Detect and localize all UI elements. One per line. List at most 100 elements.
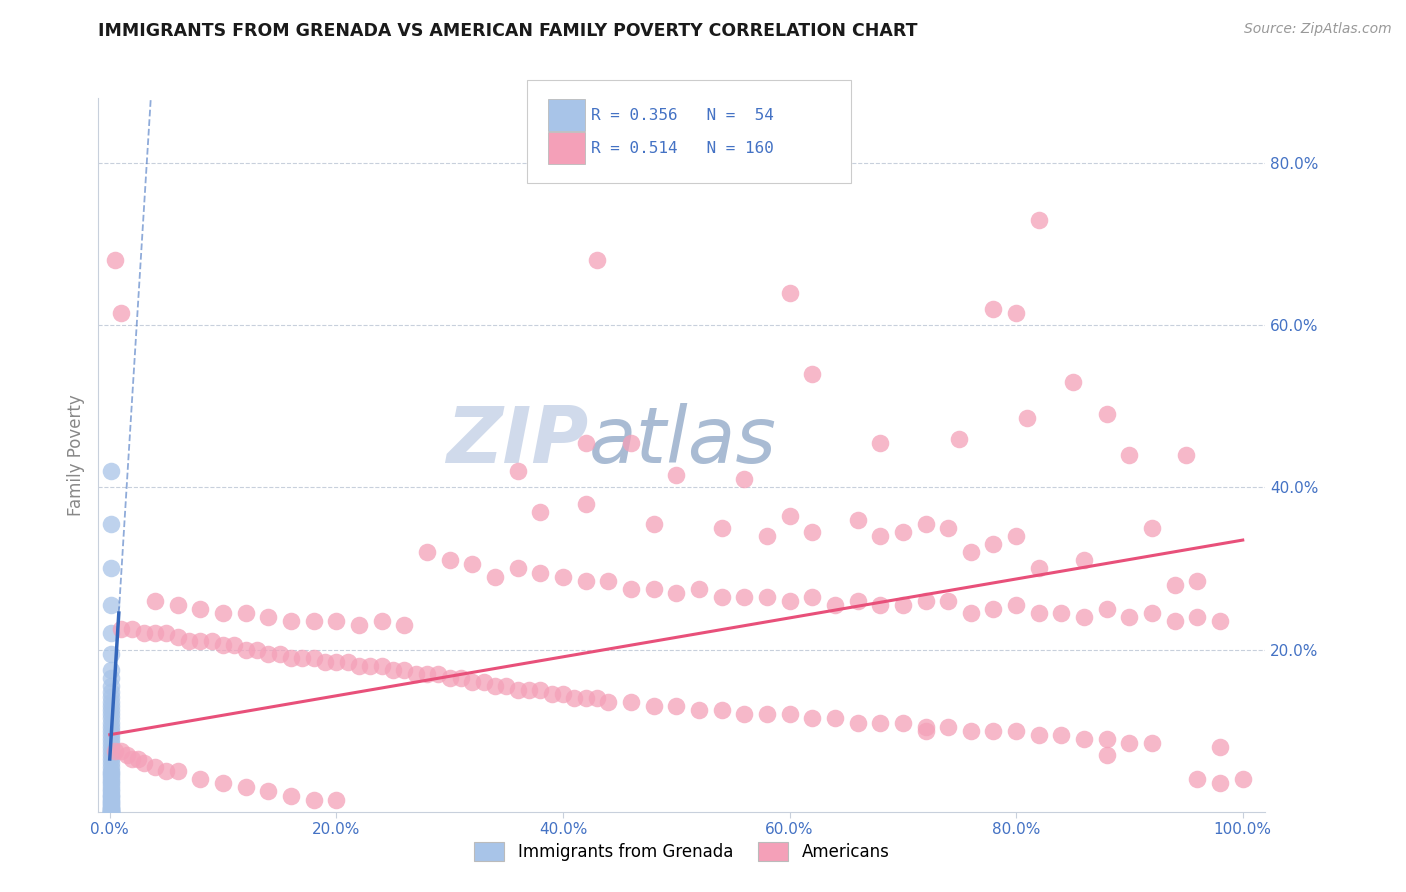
Point	[416, 666, 439, 681]
Point	[302, 792, 325, 806]
Point	[801, 524, 824, 539]
Point	[779, 594, 801, 608]
Point	[257, 647, 280, 661]
Point	[439, 671, 461, 685]
Point	[1005, 723, 1028, 738]
Point	[325, 655, 347, 669]
Point	[100, 684, 122, 698]
Point	[100, 647, 122, 661]
Text: ZIP: ZIP	[446, 402, 589, 479]
Legend: Immigrants from Grenada, Americans: Immigrants from Grenada, Americans	[468, 835, 896, 868]
Point	[1140, 606, 1163, 620]
Point	[983, 723, 1005, 738]
Point	[155, 764, 177, 779]
Point	[959, 723, 981, 738]
Point	[959, 545, 981, 559]
Point	[100, 765, 122, 780]
Point	[127, 752, 149, 766]
Point	[1095, 731, 1118, 746]
Point	[665, 468, 688, 483]
Point	[1118, 736, 1140, 750]
Point	[562, 691, 585, 706]
Point	[484, 679, 506, 693]
Point	[665, 699, 688, 714]
Point	[100, 707, 122, 722]
Point	[100, 671, 122, 685]
Point	[100, 805, 122, 819]
Point	[100, 703, 122, 717]
Point	[450, 671, 472, 685]
Point	[394, 663, 416, 677]
Point	[1209, 614, 1232, 628]
Point	[439, 553, 461, 567]
Point	[166, 631, 188, 645]
Point	[846, 715, 869, 730]
Point	[1005, 529, 1028, 543]
Point	[869, 715, 891, 730]
Point	[575, 435, 598, 450]
Point	[201, 634, 224, 648]
Point	[100, 805, 122, 819]
Point	[1095, 408, 1118, 422]
Text: Source: ZipAtlas.com: Source: ZipAtlas.com	[1244, 22, 1392, 37]
Point	[540, 687, 562, 701]
Point	[100, 715, 122, 730]
Point	[755, 590, 778, 604]
Point	[100, 739, 122, 754]
Y-axis label: Family Poverty: Family Poverty	[66, 394, 84, 516]
Point	[529, 683, 551, 698]
Point	[575, 497, 598, 511]
Point	[100, 561, 122, 575]
Point	[143, 594, 166, 608]
Point	[1164, 614, 1187, 628]
Point	[1209, 739, 1232, 754]
Point	[506, 561, 529, 575]
Point	[104, 253, 127, 268]
Point	[280, 650, 302, 665]
Point	[302, 614, 325, 628]
Point	[1187, 574, 1209, 588]
Point	[710, 521, 733, 535]
Point	[100, 801, 122, 815]
Point	[517, 683, 540, 698]
Point	[484, 569, 506, 583]
Point	[598, 695, 620, 709]
Point	[688, 703, 710, 717]
Point	[1028, 606, 1050, 620]
Point	[100, 711, 122, 725]
Point	[1028, 212, 1050, 227]
Point	[869, 529, 891, 543]
Point	[801, 367, 824, 381]
Point	[461, 675, 484, 690]
Point	[100, 804, 122, 818]
Point	[100, 736, 122, 750]
Point	[575, 691, 598, 706]
Point	[620, 435, 643, 450]
Point	[733, 707, 755, 722]
Point	[115, 747, 138, 762]
Point	[948, 432, 970, 446]
Point	[710, 590, 733, 604]
Point	[1118, 610, 1140, 624]
Point	[100, 800, 122, 814]
Point	[100, 787, 122, 801]
Point	[370, 658, 392, 673]
Point	[336, 655, 359, 669]
Point	[212, 639, 235, 653]
Point	[100, 797, 122, 812]
Point	[936, 594, 959, 608]
Point	[869, 598, 891, 612]
Point	[1140, 521, 1163, 535]
Point	[529, 505, 551, 519]
Point	[891, 598, 914, 612]
Point	[1005, 306, 1028, 320]
Point	[959, 606, 981, 620]
Point	[1073, 610, 1095, 624]
Point	[1062, 375, 1084, 389]
Point	[100, 792, 122, 806]
Point	[416, 545, 439, 559]
Point	[575, 574, 598, 588]
Point	[1073, 731, 1095, 746]
Point	[100, 731, 122, 746]
Point	[121, 752, 143, 766]
